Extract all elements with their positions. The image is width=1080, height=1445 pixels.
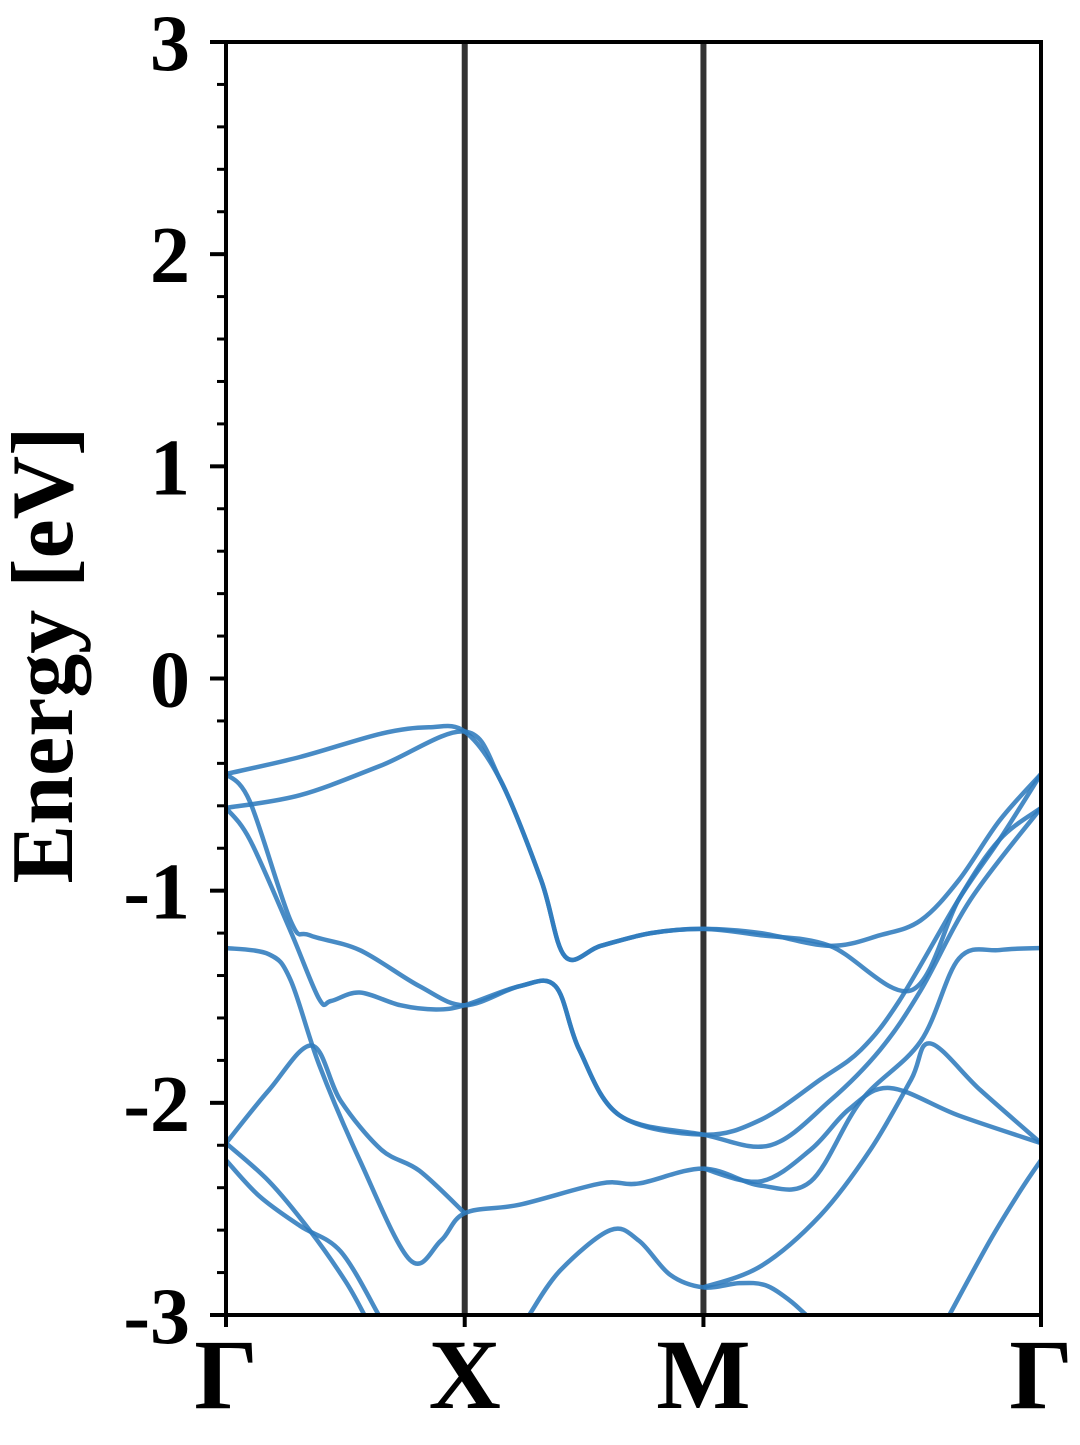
x-tick-label: X (429, 1319, 501, 1430)
band-line (226, 1158, 381, 1315)
y-axis-label: Energy [eV] (0, 427, 92, 884)
band-line (226, 729, 1041, 994)
band-line (527, 1226, 808, 1315)
x-tick-label: Γ (1009, 1319, 1073, 1430)
y-tick-label: 3 (150, 0, 190, 88)
bands (226, 723, 1041, 1315)
y-tick-label: -1 (123, 849, 190, 937)
y-tick-label: 2 (150, 212, 190, 300)
y-tick-label: -3 (123, 1273, 190, 1361)
y-tick-label: 1 (150, 424, 190, 512)
band-line (226, 806, 1041, 1150)
band-line (226, 772, 1041, 1137)
y-tick-label: 0 (150, 637, 190, 725)
y-tick-label: -2 (123, 1061, 190, 1149)
band-line (226, 723, 1041, 963)
band-line (226, 1141, 367, 1315)
band-line (702, 1085, 1041, 1185)
x-tick-label: M (656, 1319, 750, 1430)
x-tick-label: Γ (194, 1319, 258, 1430)
band-line (226, 1043, 467, 1215)
band-line (226, 945, 1041, 1266)
band-line (702, 1041, 1041, 1290)
band-line (947, 1158, 1041, 1315)
plot-frame (224, 40, 1043, 1317)
